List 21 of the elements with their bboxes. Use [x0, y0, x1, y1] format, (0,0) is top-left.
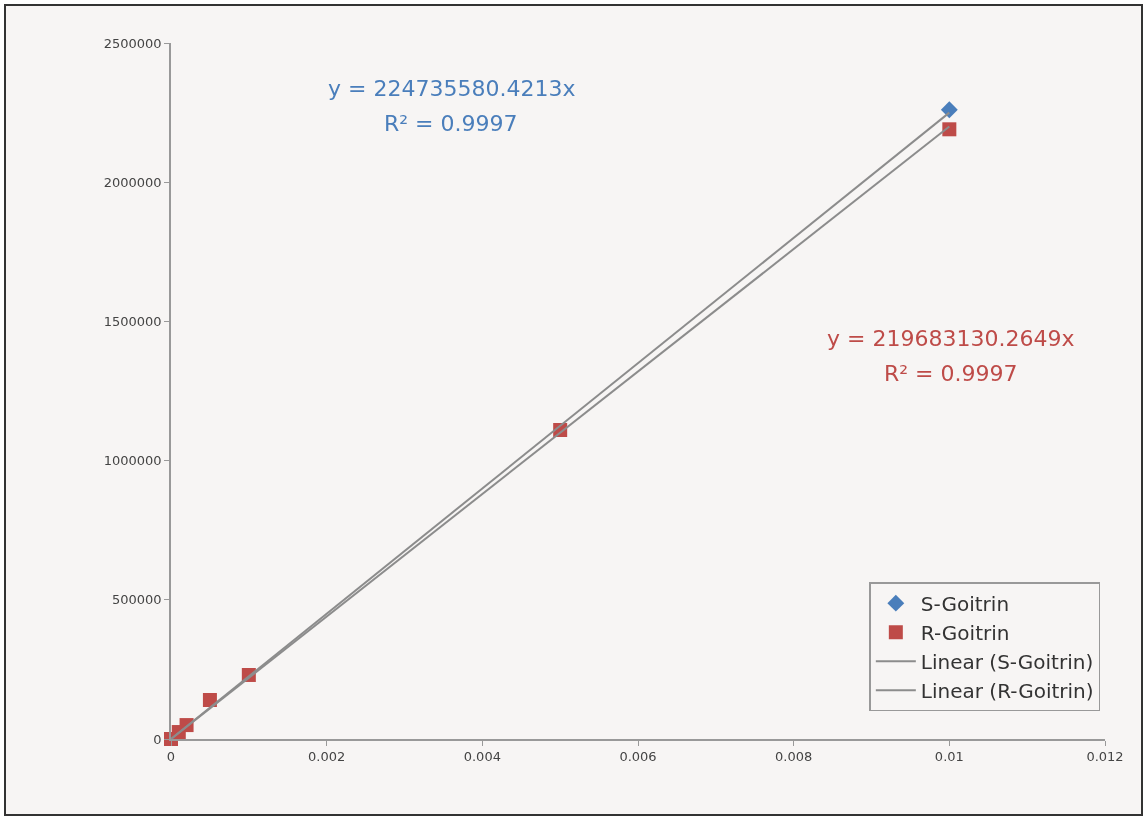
x-tick-label: 0.01: [934, 749, 964, 765]
x-tick-label: 0: [166, 749, 176, 765]
y-tick-label: 1500000: [103, 313, 162, 329]
y-tick-label: 500000: [112, 592, 162, 608]
x-tick-label: 0.004: [463, 749, 501, 765]
x-tick-label: 0.002: [308, 749, 346, 765]
y-tick-label: 0: [153, 731, 162, 747]
annotation: R² = 0.9997: [384, 111, 518, 136]
y-tick-label: 2500000: [103, 35, 162, 51]
y-tick-label: 1000000: [103, 453, 162, 469]
x-tick-label: 0.008: [775, 749, 813, 765]
legend-label: Linear (S-Goitrin): [920, 649, 1094, 674]
annotation: R² = 0.9997: [884, 361, 1018, 386]
legend-label: Linear (R-Goitrin): [920, 678, 1094, 703]
annotation: y = 219683130.2649x: [827, 326, 1075, 351]
x-tick-label: 0.012: [1086, 749, 1124, 765]
legend-label: R-Goitrin: [920, 620, 1010, 645]
legend-label: S-Goitrin: [920, 591, 1010, 616]
y-tick-label: 2000000: [103, 174, 162, 190]
annotation: y = 224735580.4213x: [328, 76, 576, 101]
x-tick-label: 0.006: [619, 749, 657, 765]
